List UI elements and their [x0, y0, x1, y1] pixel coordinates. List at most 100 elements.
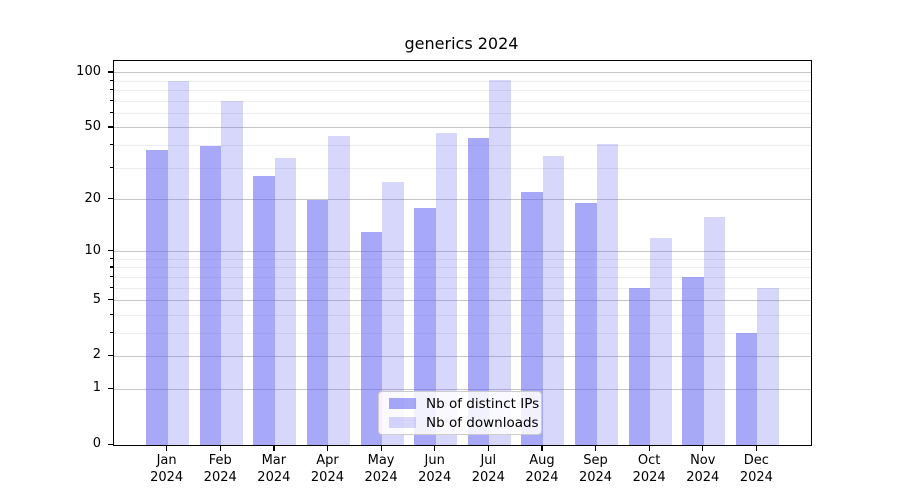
bar-distinct-ips	[628, 288, 651, 445]
x-tick-mark	[702, 445, 704, 451]
gridline-minor	[114, 258, 811, 260]
x-tick-month: May	[367, 453, 395, 468]
gridline-minor	[114, 287, 811, 289]
x-tick-mark	[273, 445, 275, 451]
y-minor-tick-mark	[110, 99, 113, 101]
y-tick-mark	[108, 71, 113, 73]
x-axis-tick-label: Feb 2024	[188, 452, 252, 486]
x-tick-mark	[434, 445, 436, 451]
x-tick-mark	[541, 445, 543, 451]
bar-downloads	[489, 79, 511, 445]
x-tick-year: 2024	[257, 470, 291, 485]
legend-row: Nb of downloads	[379, 415, 541, 431]
bar-distinct-ips	[575, 203, 597, 445]
gridline-minor	[114, 113, 811, 115]
y-tick-mark	[108, 198, 113, 200]
y-minor-tick-mark	[110, 89, 113, 91]
gridline-minor	[114, 276, 811, 278]
bar-downloads	[703, 216, 726, 445]
y-axis-tick-label: 0	[92, 436, 101, 451]
gridline-major	[114, 251, 811, 253]
x-axis-tick-label: Nov 2024	[671, 452, 735, 486]
legend: Nb of distinct IPs Nb of downloads	[378, 391, 542, 435]
x-tick-mark	[166, 445, 168, 451]
y-axis-tick-label: 1	[92, 380, 101, 396]
x-tick-year: 2024	[418, 470, 452, 485]
bar-distinct-ips	[414, 207, 436, 445]
bar-distinct-ips	[253, 176, 275, 445]
bar-downloads	[596, 143, 619, 445]
y-minor-tick-mark	[110, 144, 113, 146]
y-axis-tick-label: 2	[92, 347, 101, 363]
x-tick-year: 2024	[310, 470, 344, 485]
gridline-minor	[114, 267, 811, 269]
x-tick-month: Dec	[743, 453, 769, 468]
gridline-minor	[114, 145, 811, 147]
x-tick-year: 2024	[150, 470, 184, 485]
gridline-minor	[114, 90, 811, 92]
x-tick-mark	[326, 445, 329, 451]
x-tick-month: Nov	[690, 453, 716, 468]
gridline-minor	[114, 80, 811, 82]
gridline-minor	[114, 314, 811, 316]
x-tick-year: 2024	[739, 470, 773, 485]
x-tick-mark	[219, 445, 221, 451]
chart-title: generics 2024	[404, 34, 519, 53]
x-tick-mark	[755, 445, 758, 451]
bar-downloads	[221, 101, 243, 445]
bar-downloads	[542, 156, 565, 445]
x-axis-tick-label: Dec 2024	[724, 452, 788, 486]
gridline-major	[114, 199, 811, 200]
x-tick-month: Apr	[316, 453, 339, 468]
y-tick-mark	[108, 299, 113, 301]
x-tick-year: 2024	[471, 470, 505, 485]
x-axis-tick-label: Jun 2024	[403, 452, 467, 486]
y-axis-tick-label: 20	[84, 190, 101, 206]
x-tick-month: Feb	[208, 453, 232, 468]
x-tick-year: 2024	[686, 470, 720, 485]
legend-swatch-distinct-ips	[389, 398, 416, 409]
x-tick-month: Oct	[637, 453, 661, 468]
x-tick-mark	[380, 445, 382, 451]
y-tick-mark	[108, 354, 113, 357]
gridline-major	[114, 127, 811, 129]
bar-distinct-ips	[306, 199, 329, 445]
x-axis-tick-label: Apr 2024	[295, 452, 359, 486]
legend-label: Nb of distinct IPs	[426, 395, 540, 412]
bar-downloads	[382, 182, 404, 445]
bar-distinct-ips	[521, 192, 543, 445]
y-tick-mark	[108, 387, 113, 389]
bar-distinct-ips	[199, 145, 222, 445]
bar-downloads	[167, 81, 190, 445]
y-tick-mark	[108, 126, 113, 128]
gridline-major	[114, 388, 811, 390]
bar-downloads	[650, 238, 672, 445]
bar-downloads	[435, 132, 458, 445]
y-tick-mark	[108, 250, 113, 252]
bar-distinct-ips	[360, 232, 383, 445]
x-tick-month: Jan	[156, 453, 177, 468]
x-tick-mark	[595, 445, 597, 451]
gridline-minor	[114, 332, 811, 334]
y-minor-tick-mark	[110, 166, 113, 168]
bar-distinct-ips	[467, 138, 490, 445]
y-axis-tick-label: 50	[84, 118, 101, 134]
gridline-major	[114, 72, 811, 74]
x-tick-mark	[487, 445, 489, 451]
bar-distinct-ips	[682, 277, 704, 445]
y-axis-tick-label: 5	[92, 291, 101, 307]
legend-row: Nb of distinct IPs	[379, 396, 541, 412]
y-minor-tick-mark	[110, 266, 113, 268]
bar-distinct-ips	[735, 333, 758, 445]
x-axis-tick-label: Jul 2024	[456, 452, 520, 486]
x-axis-tick-label: May 2024	[349, 452, 413, 486]
y-tick-mark	[108, 443, 113, 445]
x-tick-month: Jul	[480, 453, 497, 468]
y-axis-tick-label: 100	[76, 63, 101, 79]
y-minor-tick-mark	[110, 313, 113, 315]
x-axis-tick-label: Jan 2024	[135, 452, 199, 486]
x-tick-month: Jun	[424, 453, 445, 468]
x-tick-month: Sep	[583, 453, 608, 468]
y-minor-tick-mark	[110, 79, 113, 81]
